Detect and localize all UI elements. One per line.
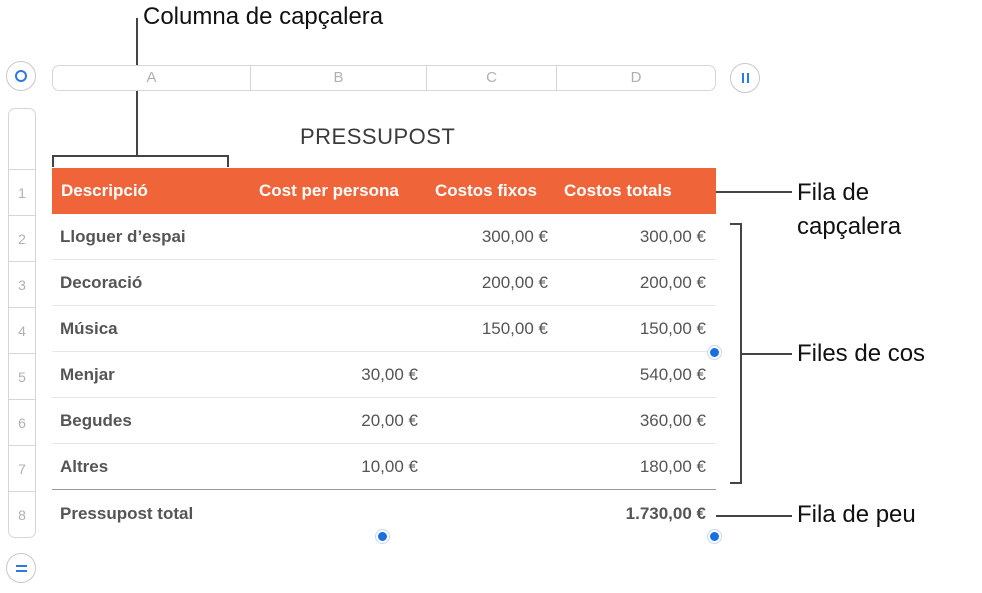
row-number-5[interactable]: 5 — [9, 353, 35, 399]
table-cell[interactable]: Decoració — [60, 273, 143, 292]
table-cell[interactable] — [426, 491, 548, 537]
header-cell[interactable]: Cost per persona — [259, 181, 399, 200]
table-cell[interactable]: Altres — [60, 457, 109, 476]
header-cell[interactable]: Costos fixos — [435, 181, 538, 200]
column-label-a[interactable]: A — [53, 66, 251, 90]
pause-icon — [741, 73, 749, 83]
row-number[interactable] — [9, 109, 35, 169]
callout-line — [716, 191, 792, 193]
column-header-bar[interactable]: A B C D — [52, 65, 716, 91]
table-cell[interactable]: 200,00 € — [481, 273, 548, 292]
callout-line — [52, 155, 229, 157]
header-cell[interactable]: Descripció — [61, 181, 148, 200]
callout-line — [52, 155, 54, 167]
row-number-3[interactable]: 3 — [9, 261, 35, 307]
row-number-4[interactable]: 4 — [9, 307, 35, 353]
table-row[interactable]: Altres 10,00 € 180,00 € — [52, 444, 716, 490]
table-cell[interactable] — [250, 491, 418, 537]
select-table-button[interactable] — [6, 61, 36, 91]
table-cell[interactable]: 300,00 € — [481, 227, 548, 246]
table-cell[interactable]: 300,00 € — [639, 227, 706, 246]
row-number-1[interactable]: 1 — [9, 169, 35, 215]
table-cell[interactable]: Música — [60, 319, 118, 338]
callout-line — [740, 353, 792, 355]
table-cell[interactable]: 180,00 € — [639, 457, 706, 476]
callout-header-row-line2: capçalera — [797, 213, 902, 240]
callout-line — [716, 515, 792, 517]
header-cell[interactable]: Costos totals — [564, 181, 672, 200]
table-cell[interactable]: 360,00 € — [639, 411, 706, 430]
row-number-2[interactable]: 2 — [9, 215, 35, 261]
table-footer-row[interactable]: Pressupost total 1.730,00 € — [52, 491, 716, 537]
table-resize-handle[interactable] — [708, 530, 721, 543]
equals-icon — [15, 564, 27, 572]
table-cell[interactable]: 150,00 € — [481, 319, 548, 338]
callout-footer-row: Fila de peu — [797, 501, 916, 528]
row-header-bar[interactable]: 1 2 3 4 5 6 7 8 — [8, 108, 36, 538]
table-cell[interactable]: 30,00 € — [361, 365, 418, 384]
table-row[interactable]: Begudes 20,00 € 360,00 € — [52, 398, 716, 444]
table-cell[interactable]: 200,00 € — [639, 273, 706, 292]
row-handle-button[interactable] — [6, 553, 36, 583]
row-number-8[interactable]: 8 — [9, 491, 35, 537]
table-title[interactable]: PRESSUPOST — [300, 124, 456, 149]
table-cell[interactable]: 20,00 € — [361, 411, 418, 430]
column-label-b[interactable]: B — [251, 66, 427, 90]
callout-header-column: Columna de capçalera — [143, 3, 384, 30]
table-cell[interactable] — [250, 260, 418, 306]
row-number-6[interactable]: 6 — [9, 399, 35, 445]
table-row[interactable]: Decoració 200,00 € 200,00 € — [52, 260, 716, 306]
callout-body-rows: Files de cos — [797, 340, 926, 367]
table-cell[interactable]: 1.730,00 € — [625, 504, 706, 523]
table-cell[interactable]: Begudes — [60, 411, 132, 430]
table-cell[interactable] — [426, 398, 548, 444]
table-cell[interactable]: Menjar — [60, 365, 115, 384]
column-handle-button[interactable] — [730, 63, 760, 93]
row-resize-handle[interactable] — [708, 346, 721, 359]
table-row[interactable]: Menjar 30,00 € 540,00 € — [52, 352, 716, 398]
callout-header-row: Fila de capçalera — [797, 176, 901, 244]
table-row[interactable]: Lloguer d’espai 300,00 € 300,00 € — [52, 214, 716, 260]
table-cell[interactable]: 150,00 € — [639, 319, 706, 338]
column-label-c[interactable]: C — [427, 66, 557, 90]
callout-line — [730, 223, 742, 225]
table-cell[interactable] — [426, 444, 548, 490]
callout-line — [730, 482, 742, 484]
table-header-row[interactable]: Descripció Cost per persona Costos fixos… — [52, 168, 716, 214]
table-cell[interactable] — [250, 214, 418, 260]
table-row[interactable]: Música 150,00 € 150,00 € — [52, 306, 716, 352]
table-cell[interactable] — [426, 352, 548, 398]
callout-line — [227, 155, 229, 167]
column-resize-handle[interactable] — [376, 530, 389, 543]
column-label-d[interactable]: D — [630, 69, 642, 86]
circle-icon — [15, 70, 27, 82]
table-cell[interactable] — [250, 306, 418, 352]
table-cell[interactable]: 540,00 € — [639, 365, 706, 384]
row-number-7[interactable]: 7 — [9, 445, 35, 491]
table-cell[interactable]: Lloguer d’espai — [60, 227, 186, 246]
table-cell[interactable]: Pressupost total — [60, 504, 194, 523]
table-cell[interactable]: 10,00 € — [361, 457, 418, 476]
callout-header-row-line1: Fila de — [797, 179, 870, 206]
